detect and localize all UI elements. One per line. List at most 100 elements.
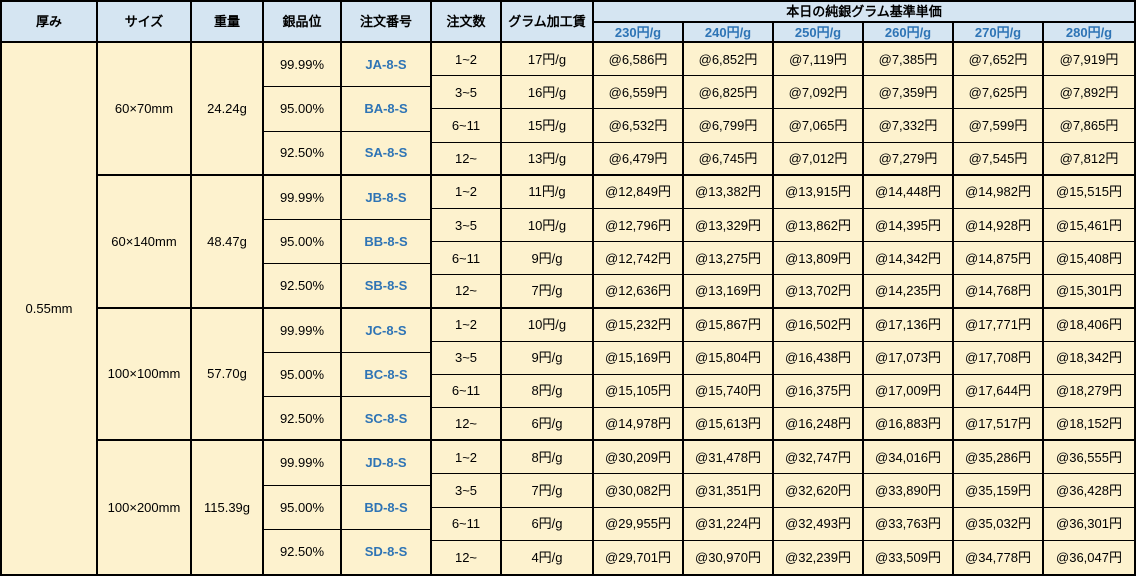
price-cell: @14,395円 <box>864 208 954 243</box>
price-cell: @29,701円 <box>594 540 684 574</box>
price-cell: @13,169円 <box>684 275 774 309</box>
order-number-cell: SD-8-S <box>342 529 432 574</box>
price-cell: @30,082円 <box>594 474 684 508</box>
price-cell: @35,159円 <box>954 474 1044 508</box>
order-number-cell: SA-8-S <box>342 131 432 176</box>
price-cell: @14,928円 <box>954 208 1044 243</box>
price-cell: @30,209円 <box>594 441 684 475</box>
order-qty-cell: 12~ <box>432 540 502 574</box>
order-qty-cell: 1~2 <box>432 441 502 475</box>
price-cell: @15,169円 <box>594 341 684 375</box>
size-cell: 100×200mm <box>98 441 192 574</box>
gram-fee-cell: 9円/g <box>502 242 594 276</box>
price-cell: @36,047円 <box>1056 549 1122 565</box>
purity-cell: 99.99% <box>264 308 342 353</box>
price-cell: @6,532円 <box>594 109 684 143</box>
purity-cell: 92.50% <box>264 529 342 574</box>
order-number-cell: JB-8-S <box>342 175 432 220</box>
price-cell: @17,771円 <box>954 308 1044 342</box>
gram-fee-cell: 8円/g <box>502 441 594 475</box>
gram-fee-cell: 4円/g <box>502 540 594 574</box>
order-number-cell: SC-8-S <box>342 397 432 442</box>
order-qty-cell: 1~2 <box>432 43 502 77</box>
order-number-cell: BB-8-S <box>342 220 432 265</box>
gram-fee-cell: 11円/g <box>502 175 594 209</box>
price-cell: @17,708円 <box>954 341 1044 375</box>
size-cell: 60×70mm <box>98 43 192 176</box>
price-cell: @17,517円 <box>954 408 1044 442</box>
order-qty-cell: 6~11 <box>432 507 502 541</box>
purity-cell: 95.00% <box>264 485 342 530</box>
price-cell: @7,359円 <box>864 76 954 110</box>
price-cell: @12,796円 <box>594 208 684 243</box>
price-cell: @6,479円 <box>594 142 684 176</box>
header-price-240: 240円/g <box>684 23 774 43</box>
price-cell: @32,239円 <box>774 540 864 574</box>
price-cell: @16,883円 <box>864 408 954 442</box>
gram-fee-cell: 10円/g <box>502 208 594 243</box>
price-cell: @17,644円 <box>954 374 1044 409</box>
price-cell: @18,279円 <box>1044 375 1134 409</box>
price-cell: @15,804円 <box>684 341 774 375</box>
price-cell: @15,515円 <box>1044 176 1134 209</box>
gram-fee-cell: 15円/g <box>502 109 594 143</box>
purity-cell: 92.50% <box>264 131 342 176</box>
price-cell: @16,502円 <box>774 308 864 342</box>
gram-fee-cell: 17円/g <box>502 43 594 77</box>
price-cell: @13,809円 <box>774 242 864 276</box>
price-cell: @15,867円 <box>684 308 774 342</box>
purity-cell: 95.00% <box>264 352 342 397</box>
price-cell: @14,448円 <box>864 175 954 209</box>
price-cell: @13,862円 <box>774 208 864 243</box>
header-price-230: 230円/g <box>594 23 684 43</box>
price-cell: @29,955円 <box>594 507 684 541</box>
order-number-cell: JA-8-S <box>342 43 432 88</box>
purity-cell: 99.99% <box>264 175 342 220</box>
price-cell: @13,275円 <box>684 242 774 276</box>
order-qty-cell: 6~11 <box>432 109 502 143</box>
order-qty-cell: 12~ <box>432 275 502 309</box>
price-cell: @7,625円 <box>954 76 1044 110</box>
price-cell: @31,478円 <box>684 441 774 475</box>
size-cell: 60×140mm <box>98 175 192 309</box>
price-cell: @16,375円 <box>774 374 864 409</box>
price-cell: @17,136円 <box>864 308 954 342</box>
price-cell: @15,613円 <box>684 408 774 442</box>
price-cell: @35,286円 <box>954 441 1044 475</box>
price-cell: @30,970円 <box>684 540 774 574</box>
price-cell: @13,702円 <box>774 275 864 309</box>
order-number-cell: BC-8-S <box>342 352 432 397</box>
price-cell: @31,351円 <box>684 474 774 508</box>
gram-fee-cell: 6円/g <box>502 408 594 442</box>
gram-fee-cell: 9円/g <box>502 341 594 375</box>
price-cell: @15,740円 <box>684 374 774 409</box>
header-price-260: 260円/g <box>864 23 954 43</box>
weight-cell: 24.24g <box>192 43 264 176</box>
price-cell: @13,915円 <box>774 175 864 209</box>
order-qty-cell: 12~ <box>432 408 502 442</box>
purity-cell: 99.99% <box>264 441 342 486</box>
header-gram-fee: グラム加工賃 <box>502 2 594 43</box>
price-cell: @32,620円 <box>774 474 864 508</box>
header-price-280: 280円/g <box>1044 23 1134 43</box>
price-cell: @7,919円 <box>1044 43 1134 77</box>
price-cell: @7,092円 <box>774 76 864 110</box>
header-weight: 重量 <box>192 2 264 43</box>
header-order-number: 注文番号 <box>342 2 432 43</box>
order-qty-cell: 3~5 <box>432 208 502 243</box>
price-cell: @6,852円 <box>684 43 774 77</box>
gram-fee-cell: 6円/g <box>502 507 594 541</box>
price-cell: @16,438円 <box>774 341 864 375</box>
price-cell: @36,428円 <box>1044 474 1134 508</box>
thickness-cell: 0.55mm <box>2 43 98 574</box>
price-cell: @7,065円 <box>774 109 864 143</box>
gram-fee-cell: 13円/g <box>502 142 594 176</box>
price-cell: @7,812円 <box>1044 143 1134 176</box>
price-cell: @34,016円 <box>864 441 954 475</box>
price-cell: @6,559円 <box>594 76 684 110</box>
order-qty-cell: 3~5 <box>432 474 502 508</box>
price-cell: @15,232円 <box>594 308 684 342</box>
purity-cell: 95.00% <box>264 87 342 132</box>
order-number-cell: SB-8-S <box>342 264 432 309</box>
price-cell: @36,555円 <box>1044 441 1134 475</box>
